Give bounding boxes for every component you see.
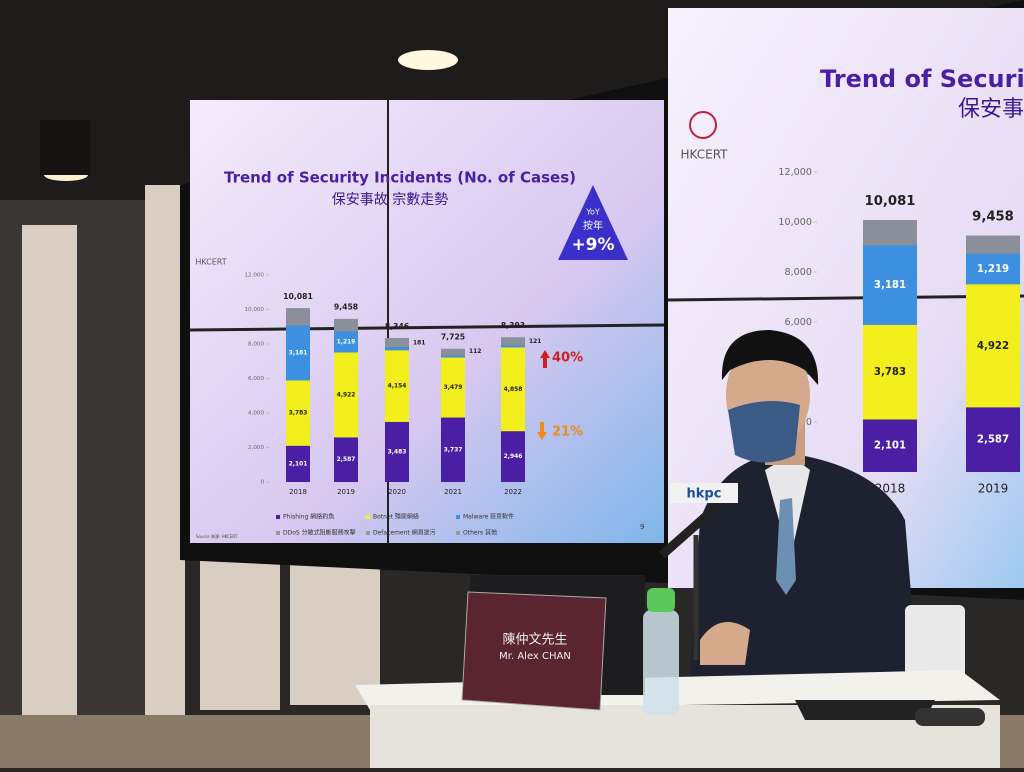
value-label: 3,181 [289,350,308,357]
legend-swatch [276,515,280,519]
legend-label: Malware 惡意軟件 [463,513,514,521]
wall-panel [200,560,280,710]
nameplate-name-zh: 陳仲文先生 [502,633,567,648]
value-label: 121 [529,338,541,345]
yoy-label: YoY [585,208,600,217]
value-label: 1,219 [337,338,356,345]
x-tick-label: 2021 [444,488,462,496]
y-tick-label: 10,000 [244,307,264,313]
y-tick-label: 6,000 [785,317,812,328]
x-tick-label: 2019 [337,488,355,496]
total-label: 9,458 [972,209,1014,224]
value-label: 3,737 [444,446,463,453]
slide-title: Trend of Security Incidents (No. of Case… [224,169,576,187]
x-tick-label: 2019 [978,481,1009,495]
logo: HKCERT [195,258,226,267]
total-label: 10,081 [865,194,916,209]
slide-subtitle: 保安事故 宗數走勢 [332,192,448,208]
wall-panel [22,225,77,720]
value-label: 4,922 [337,391,356,398]
value-label: 112 [469,348,481,355]
legend-swatch [366,531,370,535]
mic-logo: hkpc [687,487,722,502]
x-tick-label: 2022 [504,488,522,496]
value-label: 4,154 [388,383,407,390]
slide-title: Trend of Security Incidents (No. of Case… [820,65,1024,93]
slide-subtitle: 保安事故 宗數走勢 [958,97,1024,122]
value-label: 2,946 [504,453,523,460]
yoy-value: +9% [571,235,614,255]
bar-segment [385,347,409,350]
value-label: 4,922 [977,341,1009,352]
x-tick-label: 2020 [388,488,406,496]
value-label: 2,587 [977,435,1009,446]
y-tick-label: 0 [260,480,264,486]
y-tick-label: 12,000 [778,167,812,178]
y-tick-label: 6,000 [248,376,264,382]
up-note: 40% [552,351,583,366]
total-label: 7,725 [441,333,465,342]
value-label: 1,219 [977,264,1009,275]
value-label: 2,101 [289,460,308,467]
legend-label: Others 其他 [463,529,497,537]
legend-label: Phishing 網絡釣魚 [283,513,334,521]
face-mask [728,401,800,463]
y-tick-label: 4,000 [248,411,264,417]
nameplate-name-en: Mr. Alex CHAN [499,651,571,662]
legend-swatch [366,515,370,519]
total-label: 10,081 [283,292,313,301]
remote [915,708,985,726]
y-tick-label: 8,000 [248,342,264,348]
logo: HKCERT [681,148,729,162]
value-label: 3,783 [874,367,906,378]
y-tick-label: 12,000 [244,273,264,279]
total-label: 9,458 [334,303,358,312]
value-label: 3,483 [388,448,407,455]
down-note: 21% [552,425,583,440]
source: Source 來源: HKCERT [196,533,238,539]
legend-swatch [456,531,460,535]
page-number: 9 [640,523,644,531]
wall-panel [290,565,380,705]
x-tick-label: 2018 [289,488,307,496]
legend-label: DDoS 分散式阻斷服務攻擊 [283,529,356,537]
bottle-cap [647,588,675,612]
wall-panel [145,185,185,720]
value-label: 3,479 [444,384,463,391]
legend-label: Botnet 殭屍網絡 [373,513,419,521]
bar-segment [441,356,465,358]
total-label: 8,346 [385,322,409,331]
legend-label: Defacement 網頁塗污 [373,529,436,537]
ceiling-light [398,50,458,70]
legend-swatch [456,515,460,519]
total-label: 8,393 [501,321,525,330]
value-label: 2,101 [874,441,906,452]
bar-segment [501,345,525,347]
spot-lamp [40,120,90,175]
y-tick-label: 10,000 [778,217,812,228]
y-tick-label: 2,000 [248,445,264,451]
y-tick-label: 8,000 [785,267,812,278]
value-label: 3,783 [289,410,308,417]
value-label: 181 [413,340,425,347]
value-label: 2,587 [337,456,356,463]
value-label: 4,858 [504,386,523,393]
slide-left [190,100,664,543]
legend-swatch [276,531,280,535]
drone [795,700,935,720]
value-label: 3,181 [874,280,906,291]
yoy-label-zh: 按年 [583,219,603,232]
water-bottle [643,610,679,715]
